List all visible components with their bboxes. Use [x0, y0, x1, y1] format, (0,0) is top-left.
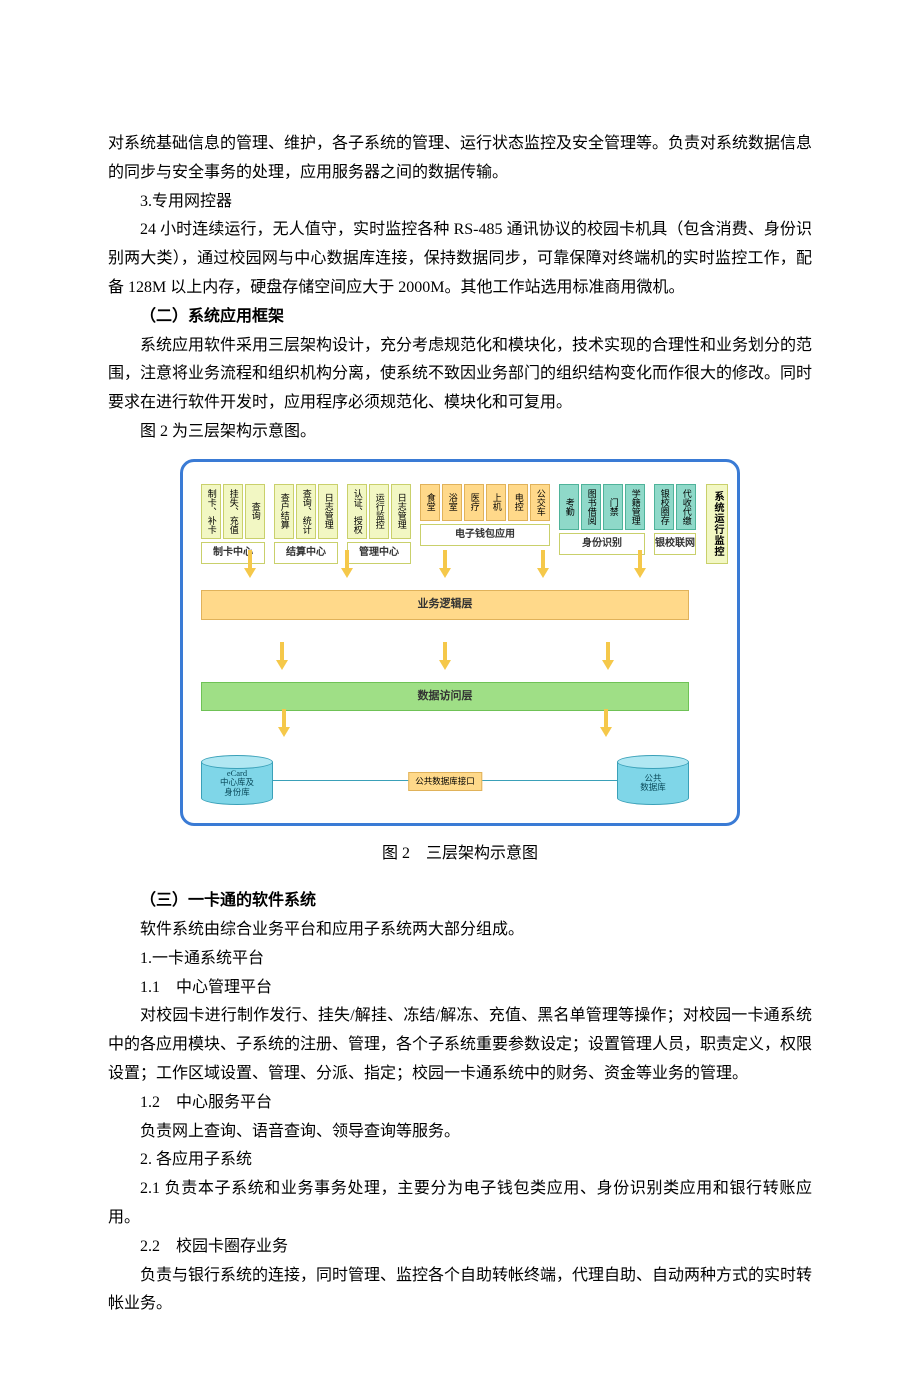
module-column: 医疗: [464, 484, 484, 521]
group-电子钱包应用: 食堂浴室医疗上机电控公交车电子钱包应用: [420, 484, 550, 564]
heading-2-subsystems: 2. 各应用子系统: [108, 1146, 812, 1175]
module-column: 银校圈存: [654, 484, 674, 530]
paragraph: 负责网上查询、语音查询、领导查询等服务。: [108, 1118, 812, 1147]
paragraph: 图 2 为三层架构示意图。: [108, 418, 812, 447]
arrow-down-icon: [244, 568, 256, 578]
module-column: 查户结算: [274, 484, 294, 539]
module-column: 浴室: [442, 484, 462, 521]
module-column: 门禁: [603, 484, 623, 530]
module-column: 制卡、补卡: [201, 484, 221, 539]
arrow-down-icon: [278, 727, 290, 737]
arrow-down-icon: [439, 568, 451, 578]
database-row: eCard 中心库及 身份库 公共数据库接口 公共 数据库: [201, 755, 689, 805]
paragraph: 对系统基础信息的管理、维护，各子系统的管理、运行状态监控及安全管理等。负责对系统…: [108, 130, 812, 188]
heading-1-2: 1.2 中心服务平台: [108, 1089, 812, 1118]
three-tier-diagram: 制卡、补卡挂失、充值查询制卡中心查户结算查询、统计日志管理结算中心认证、授权运行…: [180, 459, 740, 827]
db-public: 公共 数据库: [617, 755, 689, 805]
arrow-down-icon: [600, 727, 612, 737]
arrows-to-data: [201, 660, 689, 670]
group-结算中心: 查户结算查询、统计日志管理结算中心: [274, 484, 338, 564]
db-ecard: eCard 中心库及 身份库: [201, 755, 273, 805]
figure-2-caption: 图 2 三层架构示意图: [108, 840, 812, 869]
paragraph: 软件系统由综合业务平台和应用子系统两大部分组成。: [108, 916, 812, 945]
paragraph: 负责与银行系统的连接，同时管理、监控各个自助转帐终端，代理自助、自动两种方式的实…: [108, 1262, 812, 1320]
group-制卡中心: 制卡、补卡挂失、充值查询制卡中心: [201, 484, 265, 564]
arrows-to-business: [201, 568, 689, 578]
top-groups-row: 制卡、补卡挂失、充值查询制卡中心查户结算查询、统计日志管理结算中心认证、授权运行…: [201, 484, 696, 564]
module-column: 电控: [508, 484, 528, 521]
module-column: 上机: [486, 484, 506, 521]
heading-2-2: 2.2 校园卡圈存业务: [108, 1233, 812, 1262]
group-label: 身份识别: [559, 533, 645, 555]
module-column: 认证、授权: [347, 484, 367, 539]
heading-2-framework: （二）系统应用框架: [108, 303, 812, 332]
group-label: 银校联网: [654, 533, 696, 555]
module-column: 查询: [245, 484, 265, 539]
group-银校联网: 银校圈存代收代缴银校联网: [654, 484, 696, 564]
page: 对系统基础信息的管理、维护，各子系统的管理、运行状态监控及安全管理等。负责对系统…: [0, 0, 920, 1399]
group-label: 制卡中心: [201, 542, 265, 564]
arrow-down-icon: [537, 568, 549, 578]
arrows-to-db: [201, 727, 689, 737]
group-身份识别: 考勤图书借阅门禁学籍管理身份识别: [559, 484, 645, 564]
figure-2-diagram: 制卡、补卡挂失、充值查询制卡中心查户结算查询、统计日志管理结算中心认证、授权运行…: [180, 459, 740, 827]
db-interface-label: 公共数据库接口: [408, 772, 482, 791]
module-column: 公交车: [530, 484, 550, 521]
paragraph: 对校园卡进行制作发行、挂失/解挂、冻结/解冻、充值、黑名单管理等操作；对校园一卡…: [108, 1002, 812, 1088]
module-column: 食堂: [420, 484, 440, 521]
module-column: 挂失、充值: [223, 484, 243, 539]
group-label: 管理中心: [347, 542, 411, 564]
heading-1-platform: 1.一卡通系统平台: [108, 945, 812, 974]
module-column: 日志管理: [318, 484, 338, 539]
side-label-monitor: 系统运行监控: [706, 484, 728, 564]
paragraph: 系统应用软件采用三层架构设计，充分考虑规范化和模块化，技术实现的合理性和业务划分…: [108, 332, 812, 418]
module-column: 考勤: [559, 484, 579, 530]
arrow-down-icon: [602, 660, 614, 670]
heading-netcontroller: 3.专用网控器: [108, 188, 812, 217]
arrow-down-icon: [341, 568, 353, 578]
paragraph: 24 小时连续运行，无人值守，实时监控各种 RS-485 通讯协议的校园卡机具（…: [108, 216, 812, 302]
group-管理中心: 认证、授权运行监控日志管理管理中心: [347, 484, 411, 564]
module-column: 学籍管理: [625, 484, 645, 530]
module-column: 日志管理: [391, 484, 411, 539]
module-column: 图书借阅: [581, 484, 601, 530]
heading-1-1: 1.1 中心管理平台: [108, 974, 812, 1003]
group-label: 电子钱包应用: [420, 524, 550, 546]
group-label: 结算中心: [274, 542, 338, 564]
module-column: 查询、统计: [296, 484, 316, 539]
data-access-layer: 数据访问层: [201, 682, 689, 712]
paragraph: 2.1 负责本子系统和业务事务处理，主要分为电子钱包类应用、身份识别类应用和银行…: [108, 1175, 812, 1233]
module-column: 代收代缴: [676, 484, 696, 530]
business-logic-layer: 业务逻辑层: [201, 590, 689, 620]
arrow-down-icon: [439, 660, 451, 670]
db-connection: 公共数据库接口: [273, 780, 617, 781]
module-column: 运行监控: [369, 484, 389, 539]
heading-2-software: （三）一卡通的软件系统: [108, 887, 812, 916]
arrow-down-icon: [634, 568, 646, 578]
arrow-down-icon: [276, 660, 288, 670]
